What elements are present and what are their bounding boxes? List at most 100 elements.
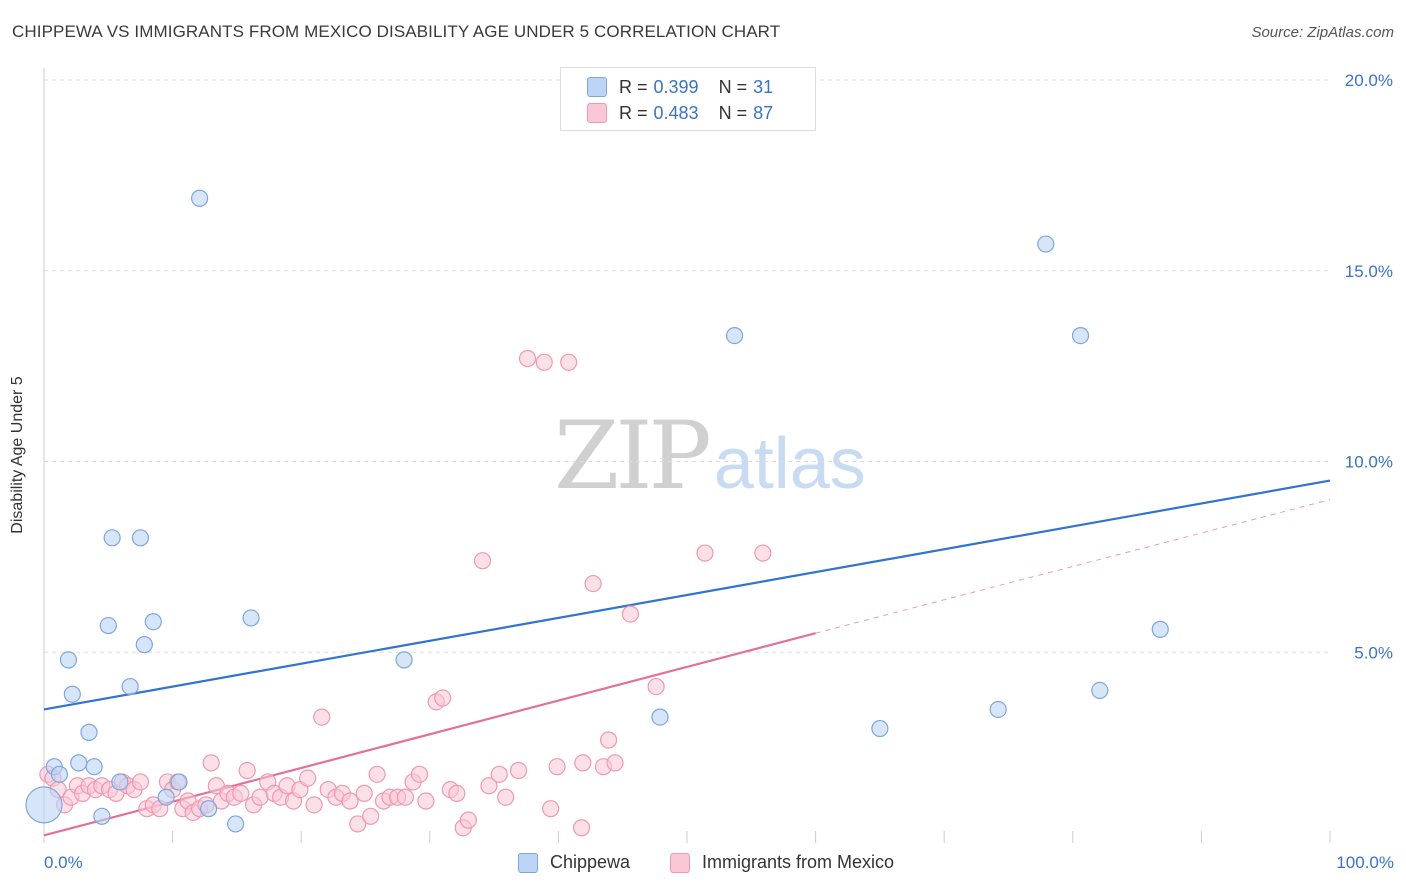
- source-credit: Source: ZipAtlas.com: [1251, 24, 1394, 41]
- data-point-chippewa: [227, 815, 245, 833]
- data-point-mexico: [202, 754, 220, 772]
- data-point-chippewa: [144, 613, 162, 631]
- data-point-mexico: [448, 784, 466, 803]
- data-point-mexico: [509, 761, 528, 780]
- data-point-mexico: [754, 544, 772, 562]
- data-point-chippewa: [135, 636, 153, 654]
- data-point-mexico: [434, 689, 452, 707]
- series-legend-label-mexico: Immigrants from Mexico: [702, 852, 895, 872]
- data-point-mexico: [417, 792, 435, 810]
- data-point-mexico: [490, 765, 508, 783]
- data-point-mexico: [238, 761, 256, 780]
- trend-line-mexico-extension: [815, 499, 1331, 634]
- y-tick-label: 15.0%: [1345, 262, 1393, 281]
- data-point-mexico: [560, 353, 578, 371]
- data-point-mexico: [518, 349, 537, 368]
- data-point-mexico: [497, 788, 515, 806]
- data-point-chippewa: [85, 758, 103, 776]
- legend-swatch-mexico: [587, 103, 607, 123]
- data-point-chippewa: [121, 677, 139, 696]
- data-point-mexico: [362, 807, 380, 825]
- data-point-mexico: [368, 765, 386, 783]
- data-point-mexico: [647, 677, 665, 696]
- data-point-mexico: [232, 784, 250, 803]
- data-point-mexico: [349, 815, 367, 833]
- data-point-mexico: [584, 574, 602, 593]
- data-point-mexico: [606, 754, 624, 772]
- data-point-mexico: [131, 773, 150, 791]
- legend-n-value-mexico: 87: [753, 102, 774, 123]
- watermark: ZIPatlas: [554, 402, 866, 511]
- data-point-mexico: [535, 353, 553, 371]
- data-point-mexico: [355, 784, 373, 803]
- data-point-chippewa: [1151, 620, 1169, 638]
- series-legend-chippewa: Chippewa: [518, 852, 630, 873]
- y-tick-label: 10.0%: [1345, 453, 1393, 472]
- legend-r-label: R =: [619, 76, 648, 97]
- data-point-chippewa: [70, 754, 88, 772]
- data-point-chippewa: [1091, 681, 1109, 700]
- data-point-chippewa: [50, 765, 69, 783]
- y-axis-title: Disability Age Under 5: [9, 376, 26, 534]
- data-point-mexico: [251, 788, 269, 806]
- data-point-mexico: [410, 765, 429, 783]
- data-point-mexico: [459, 811, 477, 829]
- data-point-chippewa: [80, 723, 98, 741]
- data-point-mexico: [473, 552, 492, 570]
- legend-n-label: N =: [718, 76, 748, 97]
- data-point-mexico: [621, 605, 640, 623]
- data-point-chippewa: [725, 327, 744, 345]
- data-point-chippewa: [103, 529, 121, 547]
- legend-row-mexico: R = 0.483 N = 87: [587, 101, 773, 125]
- data-point-chippewa: [395, 651, 413, 669]
- legend-swatch-chippewa: [587, 77, 607, 97]
- data-point-mexico: [599, 731, 618, 749]
- series-legend-label-chippewa: Chippewa: [550, 852, 631, 872]
- x-tick-label-max: 100.0%: [1336, 853, 1394, 872]
- data-point-chippewa: [1071, 327, 1090, 345]
- data-point-chippewa: [111, 773, 129, 791]
- x-tick-label-min: 0.0%: [44, 853, 83, 872]
- legend-row-chippewa: R = 0.399 N = 31: [587, 75, 773, 99]
- data-point-chippewa: [157, 788, 175, 806]
- data-point-chippewa: [93, 807, 111, 825]
- y-tick-label: 20.0%: [1345, 71, 1393, 90]
- series-legend-mexico: Immigrants from Mexico: [670, 852, 894, 873]
- data-point-chippewa: [989, 700, 1007, 719]
- trend-line-chippewa: [43, 479, 1331, 711]
- legend-r-label: R =: [619, 102, 648, 123]
- data-point-chippewa: [871, 719, 889, 738]
- chart-title: CHIPPEWA VS IMMIGRANTS FROM MEXICO DISAB…: [12, 22, 781, 41]
- data-point-chippewa: [242, 609, 260, 627]
- correlation-legend: R = 0.399 N = 31 R = 0.483 N = 87: [560, 67, 816, 131]
- watermark-atlas: atlas: [713, 424, 866, 504]
- data-point-mexico: [542, 800, 560, 818]
- data-point-chippewa: [59, 651, 78, 669]
- series-swatch-mexico: [670, 852, 690, 873]
- data-point-chippewa: [200, 800, 218, 818]
- series-swatch-chippewa: [518, 852, 538, 873]
- series-legend: Chippewa Immigrants from Mexico: [0, 852, 1406, 878]
- y-tick-label: 5.0%: [1354, 643, 1393, 662]
- watermark-zip: ZIP: [554, 402, 712, 511]
- data-point-mexico: [396, 788, 414, 806]
- data-point-mexico: [480, 777, 498, 795]
- data-point-mexico: [572, 819, 591, 837]
- data-point-mexico: [313, 708, 331, 726]
- data-point-chippewa: [131, 529, 150, 547]
- data-point-chippewa: [25, 786, 63, 824]
- data-point-chippewa: [63, 685, 81, 703]
- data-point-chippewa: [651, 708, 669, 726]
- data-point-mexico: [548, 758, 566, 776]
- legend-r-value-mexico: 0.483: [653, 102, 699, 123]
- data-point-mexico: [696, 544, 714, 562]
- data-point-chippewa: [1037, 235, 1055, 253]
- legend-n-value-chippewa: 31: [753, 76, 774, 97]
- data-point-chippewa: [99, 616, 117, 635]
- data-point-mexico: [341, 792, 359, 810]
- data-point-mexico: [305, 796, 323, 814]
- data-point-chippewa: [191, 189, 209, 207]
- data-point-mexico: [574, 754, 592, 772]
- data-point-mexico: [299, 769, 317, 787]
